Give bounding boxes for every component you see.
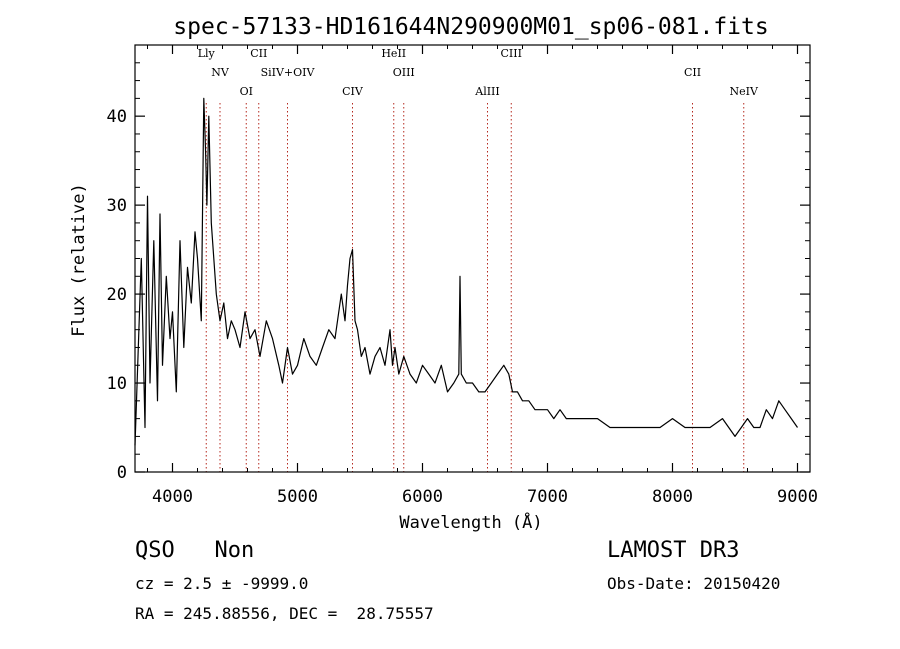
line-marker-label: HeII: [381, 47, 406, 60]
line-marker-label: CIV: [342, 85, 364, 98]
x-tick-label: 5000: [277, 487, 318, 507]
observation-date: Obs-Date: 20150420: [607, 574, 781, 593]
x-tick-label: 6000: [402, 487, 443, 507]
y-tick-label: 40: [107, 107, 127, 127]
plot-frame: [134, 44, 811, 473]
line-marker-label: NV: [211, 66, 230, 79]
line-marker-label: CII: [684, 66, 701, 79]
y-tick-label: 10: [107, 374, 127, 394]
y-tick-label: 20: [107, 285, 127, 305]
coordinates-line: RA = 245.88556, DEC = 28.75557: [135, 604, 434, 623]
emission-line-markers: [205, 103, 745, 472]
line-marker-label: CII: [250, 47, 267, 60]
x-tick-label: 8000: [652, 487, 693, 507]
x-axis-label: Wavelength (Å): [399, 511, 542, 533]
line-marker-label: SiIV+OIV: [261, 66, 316, 79]
line-marker-label: AlIII: [474, 85, 500, 98]
x-axis-ticks: 4000 5000 6000 7000 8000 9000: [147, 45, 818, 507]
survey-name: LAMOST DR3: [607, 538, 740, 563]
line-marker-label: OI: [240, 85, 253, 98]
y-axis-ticks: 0 10 20 30 40: [107, 62, 810, 483]
line-marker-label: CIII: [501, 47, 522, 60]
y-tick-label: 30: [107, 196, 127, 216]
chart-title: spec-57133-HD161644N290900M01_sp06-081.f…: [173, 14, 768, 40]
line-marker-label: OIII: [393, 66, 415, 79]
x-tick-label: 4000: [152, 487, 193, 507]
y-tick-label: 0: [117, 463, 127, 483]
y-axis-label: Flux (relative): [69, 183, 89, 337]
line-marker-label: Lly: [198, 47, 216, 60]
x-tick-label: 9000: [777, 487, 818, 507]
emission-line-labels: Lly NV OI CII SiIV+OIV CIV HeII OIII AlIII CIII CI…: [198, 47, 759, 98]
redshift-line: cz = 2.5 ± -9999.0: [135, 574, 309, 593]
spectrum-line: [134, 97, 798, 446]
line-marker-label: NeIV: [730, 85, 759, 98]
x-tick-label: 7000: [527, 487, 568, 507]
object-class: QSO Non: [135, 538, 255, 563]
